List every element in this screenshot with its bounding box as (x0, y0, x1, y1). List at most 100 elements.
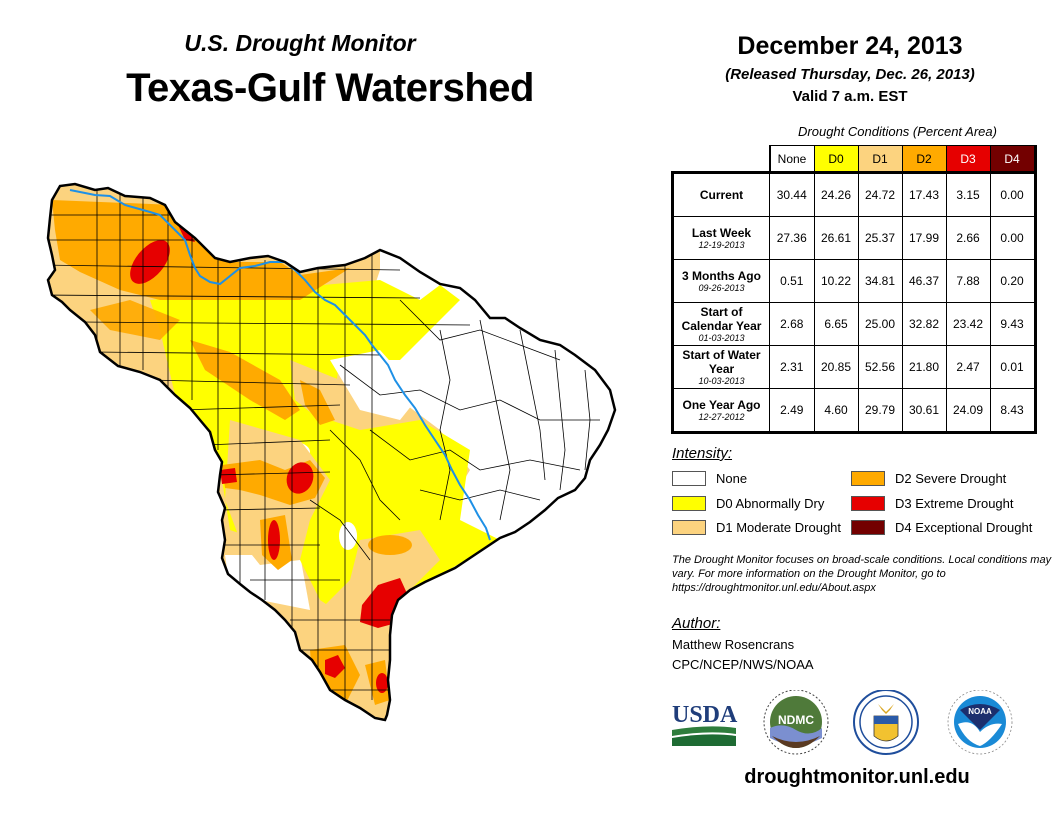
col-header-d3: D3 (945, 145, 991, 173)
table-cell: 30.61 (901, 388, 947, 434)
table-cell: 2.66 (945, 216, 991, 260)
commerce-seal-logo (853, 690, 919, 755)
row-label: Start of Water Year 10-03-2013 (671, 345, 770, 389)
d3-area-southwest (268, 520, 280, 560)
table-cell: 30.44 (769, 171, 815, 217)
d2-area-diagonal (190, 340, 300, 420)
table-cell: 21.80 (901, 345, 947, 389)
map-subtitle: U.S. Drought Monitor (184, 30, 416, 56)
legend-item: D2 Severe Drought (851, 471, 1006, 486)
table-cell: 34.81 (857, 259, 903, 303)
d3-area-west (286, 462, 314, 494)
table-cell: 23.42 (945, 302, 991, 346)
legend-item: D0 Abnormally Dry (672, 496, 824, 511)
row-label: Current (671, 171, 770, 217)
table-cell: 0.51 (769, 259, 815, 303)
usda-logo-text: USDA (672, 702, 738, 728)
table-cell: 24.09 (945, 388, 991, 434)
table-cell: 10.22 (813, 259, 859, 303)
map-title: Texas-Gulf Watershed (126, 66, 534, 110)
legend-label: D3 Extreme Drought (895, 496, 1014, 511)
noaa-logo: NOAA (947, 690, 1013, 755)
table-cell: 52.56 (857, 345, 903, 389)
table-row: 3 Months Ago 09-26-2013 0.51 10.22 34.81 46.3… (671, 259, 1037, 303)
website-url[interactable]: droughtmonitor.unl.edu (744, 766, 970, 788)
table-cell: 6.65 (813, 302, 859, 346)
none-area-central (330, 350, 420, 420)
row-label-date: 01-03-2013 (698, 332, 745, 343)
row-label: Start of Calendar Year 01-03-2013 (671, 302, 770, 346)
table-cell: 4.60 (813, 388, 859, 434)
drought-layers (48, 184, 615, 720)
usda-logo: USDA (672, 702, 738, 746)
table-corner (672, 145, 771, 174)
d2-area-northwest (90, 300, 180, 340)
table-cell: 8.43 (989, 388, 1037, 434)
table-row: Start of Calendar Year 01-03-2013 2.68 6.65… (671, 302, 1037, 346)
table-cell: 0.00 (989, 171, 1037, 217)
row-label-text: 3 Months Ago (682, 268, 761, 283)
table-cell: 17.43 (901, 171, 947, 217)
table-caption: Drought Conditions (Percent Area) (798, 124, 997, 139)
release-date: (Released Thursday, Dec. 26, 2013) (725, 66, 975, 83)
row-label: 3 Months Ago 09-26-2013 (671, 259, 770, 303)
col-header-d0: D0 (813, 145, 859, 173)
table-cell: 2.68 (769, 302, 815, 346)
d3-area-south (325, 655, 345, 678)
col-header-d1: D1 (857, 145, 903, 173)
legend-swatch (672, 520, 706, 535)
col-header-d2: D2 (901, 145, 947, 173)
drought-map (46, 182, 617, 722)
row-label-text: Start of Water Year (682, 347, 761, 376)
author-org: CPC/NCEP/NWS/NOAA (672, 657, 814, 672)
table-cell: 27.36 (769, 216, 815, 260)
none-area-spot-2 (339, 522, 357, 550)
author-heading: Author: (672, 615, 721, 632)
legend-label: D4 Exceptional Drought (895, 520, 1033, 535)
row-label-date: 09-26-2013 (698, 282, 745, 293)
river (69, 189, 491, 541)
legend-item: D4 Exceptional Drought (851, 520, 1032, 535)
d3-area-north (130, 240, 170, 284)
legend-title: Intensity: (672, 445, 733, 462)
legend-label: D2 Severe Drought (895, 471, 1007, 486)
row-label-text: One Year Ago (682, 397, 761, 412)
table-cell: 0.20 (989, 259, 1037, 303)
table-cell: 25.37 (857, 216, 903, 260)
table-cell: 26.61 (813, 216, 859, 260)
row-label-date: 12-19-2013 (698, 239, 745, 250)
noaa-logo-text: NOAA (968, 707, 992, 716)
table-header-row: None D0 D1 D2 D3 D4 (672, 145, 1037, 174)
col-header-none: None (769, 145, 815, 173)
table-cell: 2.49 (769, 388, 815, 434)
d2-area-coastal (368, 535, 412, 555)
row-label-date: 12-27-2012 (698, 411, 745, 422)
table-row: One Year Ago 12-27-2012 2.49 4.60 29.79 30.61… (671, 388, 1037, 434)
table-row: Last Week 12-19-2013 27.36 26.61 25.37 17.99 2… (671, 216, 1037, 260)
table-cell: 25.00 (857, 302, 903, 346)
table-cell: 0.01 (989, 345, 1037, 389)
table-cell: 2.47 (945, 345, 991, 389)
table-cell: 29.79 (857, 388, 903, 434)
table-body: Current 30.44 24.26 24.72 17.43 3.15 0.00 Last … (671, 171, 1037, 434)
none-area-southwest (225, 555, 310, 610)
legend-item: D3 Extreme Drought (851, 496, 1014, 511)
row-label-text: Current (699, 188, 744, 202)
table-cell: 7.88 (945, 259, 991, 303)
row-label-date: 10-03-2013 (698, 375, 745, 386)
d3-area-west-edge (220, 468, 237, 484)
table-cell: 32.82 (901, 302, 947, 346)
legend-swatch (672, 471, 706, 486)
author-name: Matthew Rosencrans (672, 637, 795, 652)
d3-area-southeast (376, 673, 388, 693)
map-date: December 24, 2013 (737, 32, 963, 60)
d2-area-mid (300, 380, 335, 425)
table-cell: 9.43 (989, 302, 1037, 346)
table-cell: 17.99 (901, 216, 947, 260)
table-row: Current 30.44 24.26 24.72 17.43 3.15 0.00 (671, 171, 1037, 217)
drought-conditions-table: None D0 D1 D2 D3 D4 Current 30.44 24.26 24.… (671, 145, 1037, 434)
row-label: One Year Ago 12-27-2012 (671, 388, 770, 434)
legend-swatch (851, 496, 885, 511)
legend-label: D1 Moderate Drought (716, 520, 842, 535)
legend-swatch (672, 496, 706, 511)
